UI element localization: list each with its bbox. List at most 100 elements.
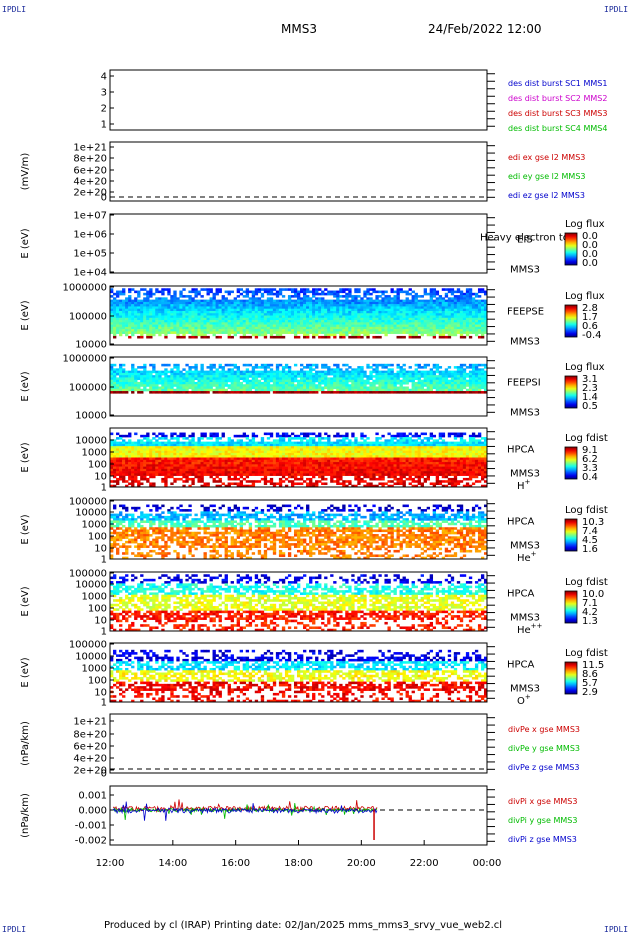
spectrogram-cell <box>242 320 247 323</box>
spectrogram-cell <box>420 301 424 305</box>
spectrogram-cell <box>321 386 325 390</box>
spectrogram-cell <box>357 375 361 378</box>
spectrogram-cell <box>465 375 470 378</box>
spectrogram-cell <box>209 315 213 319</box>
spectrogram-cell <box>417 375 421 378</box>
spectrogram-cell <box>480 333 485 337</box>
spectrogram-cell <box>248 329 253 332</box>
panel-frame <box>109 69 488 131</box>
spectrogram-cell <box>465 333 470 337</box>
spectrogram-cell <box>254 457 259 461</box>
spectrogram-cell <box>191 462 195 465</box>
spectrogram-cell <box>209 363 213 367</box>
spectrogram-cell <box>146 320 150 323</box>
spectrogram-cell <box>278 391 283 394</box>
spectrogram-cell <box>191 434 195 438</box>
spectrogram-cell <box>248 484 253 488</box>
spectrogram-cell <box>119 366 123 369</box>
spectrogram-cell <box>363 295 367 298</box>
spectrogram-cell <box>257 370 262 374</box>
spectrogram-cell <box>263 475 268 479</box>
spectrogram-cell <box>134 455 138 458</box>
spectrogram-cell <box>423 377 427 380</box>
spectrogram-cell <box>272 484 277 488</box>
spectrogram-cell <box>372 308 376 312</box>
spectrogram-cell <box>266 381 271 385</box>
spectrogram-cell <box>269 452 274 456</box>
spectrogram-cell <box>170 388 174 392</box>
spectrogram-cell <box>200 301 204 305</box>
spectrogram-cell <box>333 324 337 328</box>
spectrogram-cell <box>239 448 244 451</box>
spectrogram-cell <box>296 308 301 312</box>
spectrogram-cell <box>152 299 156 303</box>
spectrogram-cell <box>306 372 310 376</box>
spectrogram-cell <box>330 372 334 376</box>
spectrogram-cell <box>131 443 135 447</box>
spectrogram-cell <box>113 315 117 319</box>
spectrogram-cell <box>402 324 406 328</box>
spectrogram-cell <box>287 375 292 378</box>
spectrogram-cell <box>315 366 319 369</box>
spectrogram-cell <box>375 297 379 300</box>
spectrogram-cell <box>429 375 434 378</box>
spectrogram-cell <box>125 310 129 314</box>
spectrogram-cell <box>149 484 153 488</box>
spectrogram-cell <box>281 317 286 321</box>
spectrogram-cell <box>227 462 231 465</box>
spectrogram-cell <box>278 381 283 385</box>
spectrogram-cell <box>239 475 244 479</box>
spectrogram-cell <box>396 292 400 296</box>
spectrogram-cell <box>483 324 488 328</box>
spectrogram-cell <box>284 381 289 385</box>
spectrogram-cell <box>429 381 434 385</box>
spectrogram-cell <box>140 468 144 472</box>
spectrogram-cell <box>218 452 222 456</box>
spectrogram-cell <box>236 320 240 323</box>
spectrogram-cell <box>281 288 286 291</box>
y-tick-label: 2e+20 <box>73 188 107 199</box>
spectrogram-cell <box>227 290 231 294</box>
spectrogram-cell <box>164 329 168 332</box>
spectrogram-cell <box>131 462 135 465</box>
spectrogram-cell <box>170 450 174 454</box>
spectrogram-cell <box>254 377 259 380</box>
spectrogram-cell <box>357 391 361 394</box>
spectrogram-cell <box>203 308 207 312</box>
spectrogram-cell <box>227 313 231 316</box>
spectrogram-cell <box>336 391 340 394</box>
spectrogram-cell <box>272 459 277 463</box>
spectrogram-cell <box>372 317 376 321</box>
spectrogram-cell <box>315 375 319 378</box>
spectrogram-cell <box>269 299 274 303</box>
spectrogram-cell <box>158 450 162 454</box>
spectrogram-cell <box>167 363 171 367</box>
spectrogram-cell <box>233 462 237 465</box>
spectrogram-cell <box>173 457 177 461</box>
spectrogram-cell <box>471 377 476 380</box>
spectrogram-cell <box>348 388 352 392</box>
spectrogram-cell <box>447 315 452 319</box>
spectrogram-cell <box>284 320 289 323</box>
spectrogram-cell <box>318 299 322 303</box>
spectrogram-cell <box>212 375 216 378</box>
spectrogram-cell <box>351 370 355 374</box>
spectrogram-cell <box>176 450 180 454</box>
spectrogram-cell <box>215 480 219 483</box>
spectrogram-cell <box>200 375 204 378</box>
spectrogram-cell <box>158 333 162 337</box>
spectrogram-cell <box>140 459 144 463</box>
spectrogram-cell <box>188 331 192 334</box>
spectrogram-cell <box>303 324 307 328</box>
spectrogram-cell <box>125 379 129 383</box>
spectrogram-cell <box>179 292 183 296</box>
spectrogram-cell <box>155 443 159 447</box>
spectrogram-cell <box>444 379 449 383</box>
spectrogram-cell <box>164 452 168 456</box>
spectrogram-cell <box>384 363 388 367</box>
spectrogram-cell <box>393 329 397 332</box>
spectrogram-cell <box>236 366 240 369</box>
spectrogram-cell <box>309 366 313 369</box>
spectrogram-cell <box>351 375 355 378</box>
colorbar-tick: 0.0 <box>582 240 598 251</box>
